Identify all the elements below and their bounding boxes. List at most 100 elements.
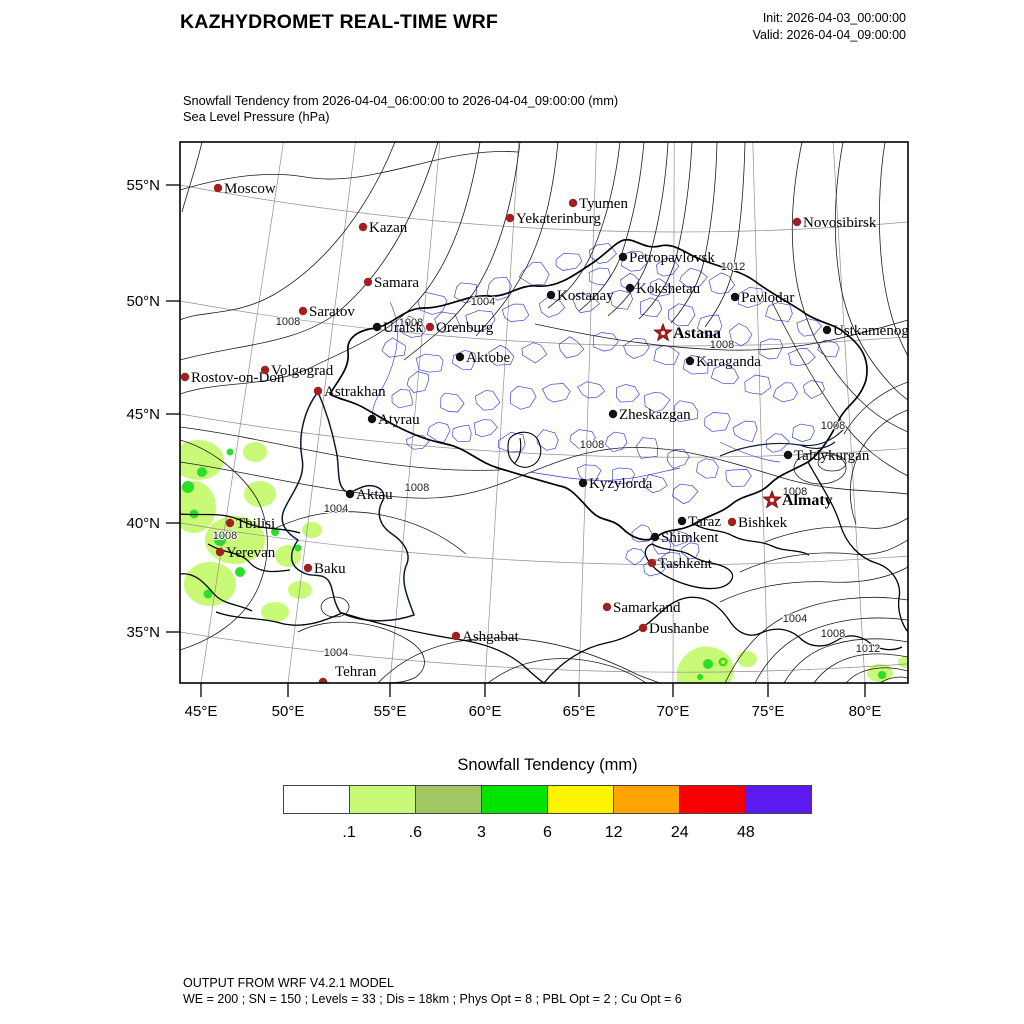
- admin-cell: [475, 390, 501, 411]
- pressure-value-label: 1008: [821, 628, 845, 640]
- city-dot-marker: [625, 283, 635, 293]
- city-dot-marker: [451, 631, 461, 641]
- city-label: Karaganda: [696, 354, 761, 370]
- city-dot-marker: [225, 518, 235, 528]
- map-frame: [179, 141, 909, 684]
- city: Baku: [303, 561, 346, 577]
- y-axis-label: 55°N: [126, 177, 160, 194]
- admin-cell: [555, 253, 583, 271]
- pressure-value-label: 1008: [710, 339, 734, 351]
- admin-cell: [558, 336, 585, 359]
- admin-cell: [577, 381, 606, 399]
- admin-cell: [796, 318, 823, 337]
- admin-cell: [593, 332, 619, 352]
- city-dot-marker: [650, 532, 660, 542]
- colorbar-tick-label: .6: [408, 824, 422, 841]
- city-label: Baku: [314, 561, 346, 577]
- admin-cell: [451, 349, 477, 371]
- city: Ustkamenogorsk: [822, 323, 908, 339]
- admin-cell: [668, 303, 696, 327]
- city-dot-marker: [647, 558, 657, 568]
- city-label: Tyumen: [579, 196, 628, 212]
- city-dot-marker: [685, 356, 695, 366]
- river-line: [719, 441, 781, 463]
- admin-cell: [616, 384, 640, 403]
- map-canvas: 1008 1008 1004 1012 1008 1008 1008 1008 1008 1004…: [126, 141, 909, 720]
- city: Almaty: [762, 489, 833, 509]
- city: Tehran: [318, 664, 377, 683]
- valid-timestamp: Valid: 2026-04-04_09:00:00: [752, 27, 906, 42]
- admin-cell: [623, 338, 650, 359]
- x-axis-label: 65°E: [563, 703, 596, 720]
- city: Aktau: [345, 487, 393, 503]
- pressure-value-label: 1012: [721, 261, 745, 273]
- city-dot-marker: [425, 322, 435, 332]
- city-dot-marker: [727, 517, 737, 527]
- admin-cell: [572, 292, 600, 313]
- pressure-value-label: 1008: [213, 530, 237, 542]
- city: Saratov: [298, 304, 355, 320]
- y-axis-label: 40°N: [126, 515, 160, 532]
- init-timestamp: Init: 2026-04-03_00:00:00: [762, 11, 906, 25]
- pressure-labels-layer: 1008 1008 1004 1012 1008 1008 1008 1008 1008 1004…: [212, 260, 881, 660]
- subtitle-line1: Snowfall Tendency from 2026-04-04_06:00:…: [183, 93, 619, 108]
- city-label: Samarkand: [613, 600, 681, 616]
- city-label: Pavlodar: [741, 290, 794, 306]
- city-label: Astrakhan: [324, 384, 386, 400]
- city-label: Zheskazgan: [619, 407, 691, 423]
- city-label: Ashgabat: [462, 629, 519, 645]
- run-info: Init: 2026-04-03_00:00:00 Valid: 2026-04…: [753, 10, 906, 43]
- colorbar: [283, 785, 812, 814]
- city: Pavlodar: [730, 290, 794, 306]
- city-label: Rostov-on-Don: [191, 370, 285, 386]
- city: Taraz: [677, 514, 721, 530]
- city: Rostov-on-Don: [180, 370, 285, 386]
- admin-cell: [704, 412, 731, 432]
- pressure-value-label: 1004: [324, 647, 348, 659]
- page-title: KAZHYDROMET REAL-TIME WRF: [180, 11, 499, 33]
- city-label: Moscow: [224, 181, 276, 197]
- city: Tyumen: [568, 196, 628, 212]
- admin-cell: [682, 355, 709, 375]
- footer-line1: OUTPUT FROM WRF V4.2.1 MODEL: [183, 976, 394, 990]
- x-axis-label: 55°E: [374, 703, 407, 720]
- lake-balkhash: [719, 428, 845, 457]
- city-dot-marker: [180, 372, 190, 382]
- admin-cell: [536, 429, 559, 451]
- admin-cell: [538, 296, 566, 318]
- colorbar-tick-label: 24: [670, 824, 689, 841]
- admin-cell: [381, 337, 407, 358]
- city-label: Novosibirsk: [803, 215, 877, 231]
- admin-cell: [803, 380, 825, 399]
- city: Dushanbe: [638, 621, 709, 637]
- admin-cell: [672, 483, 699, 505]
- city-label: Yekaterinburg: [516, 211, 601, 227]
- city-label: Astana: [673, 325, 721, 342]
- colorbar-cell: [350, 786, 416, 813]
- city-label: Kostanay: [557, 288, 614, 304]
- colorbar-tick-label: 6: [543, 824, 552, 841]
- pressure-value-label: 1004: [324, 503, 348, 515]
- admin-cell: [417, 291, 448, 315]
- x-axis-label: 60°E: [469, 703, 502, 720]
- capital-star-center: [661, 331, 665, 335]
- city-dot-marker: [363, 277, 373, 287]
- colorbar-cell: [548, 786, 614, 813]
- pressure-value-label: 1012: [856, 643, 880, 655]
- city-label: Dushanbe: [649, 621, 709, 637]
- admin-cell: [426, 421, 451, 443]
- y-axis-label: 45°N: [126, 406, 160, 423]
- city: Aktobe: [455, 350, 511, 366]
- admin-cell: [696, 458, 719, 479]
- admin-cell: [391, 388, 413, 409]
- admin-cell: [604, 431, 628, 453]
- colorbar-cell: [416, 786, 482, 813]
- admin-cell: [521, 342, 548, 364]
- city: Orenburg: [425, 320, 494, 336]
- admin-cell: [772, 382, 798, 403]
- snowfall-max-spot: [721, 660, 725, 664]
- x-axis-label: 70°E: [657, 703, 690, 720]
- city-dot-marker: [345, 489, 355, 499]
- city: Tashkent: [647, 556, 713, 572]
- admin-cell: [708, 272, 736, 295]
